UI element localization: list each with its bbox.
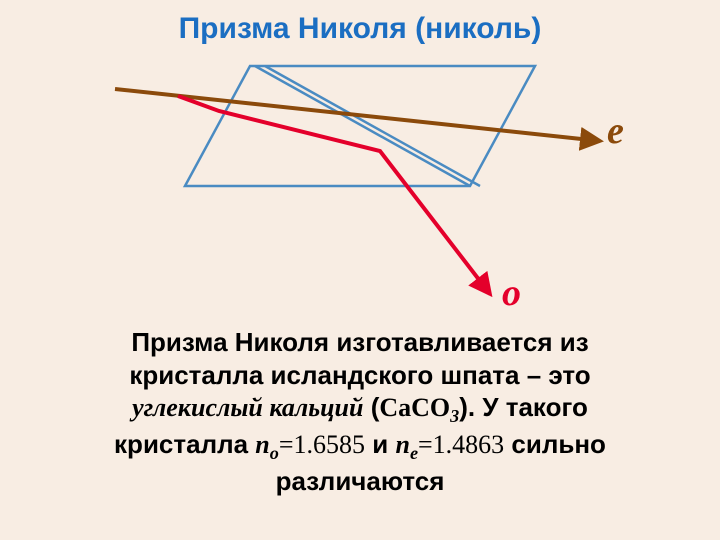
text-line5: различаются — [276, 466, 445, 496]
t4b: сильно — [504, 429, 606, 459]
sub2: e — [410, 443, 418, 463]
f-pre: C — [379, 393, 398, 422]
text-line2: кристалла исландского шпата – это — [129, 360, 590, 390]
f-a: a — [398, 393, 411, 422]
n2: n — [395, 430, 409, 459]
sub1: o — [270, 443, 279, 463]
eq1: =1.6585 — [279, 430, 365, 459]
diagram-svg — [0, 46, 720, 326]
ray-o-label: o — [502, 271, 521, 315]
ray-e-label: e — [607, 109, 624, 153]
t3c: ). У такого — [459, 392, 588, 422]
text-line3-italic: углекислый кальций — [132, 393, 363, 422]
page-title: Призма Николя (николь) — [0, 0, 720, 46]
t4a: кристалла — [114, 429, 255, 459]
n1: n — [255, 430, 269, 459]
f-sub: 3 — [450, 406, 459, 426]
text-line1: Призма Николя изготавливается из — [131, 327, 588, 357]
and: и — [365, 429, 395, 459]
t3b: ( — [363, 392, 379, 422]
f-post: CO — [411, 393, 450, 422]
nicol-prism-diagram: e o — [0, 46, 720, 326]
description-text: Призма Николя изготавливается из кристал… — [0, 326, 720, 497]
eq2: =1.4863 — [418, 430, 504, 459]
